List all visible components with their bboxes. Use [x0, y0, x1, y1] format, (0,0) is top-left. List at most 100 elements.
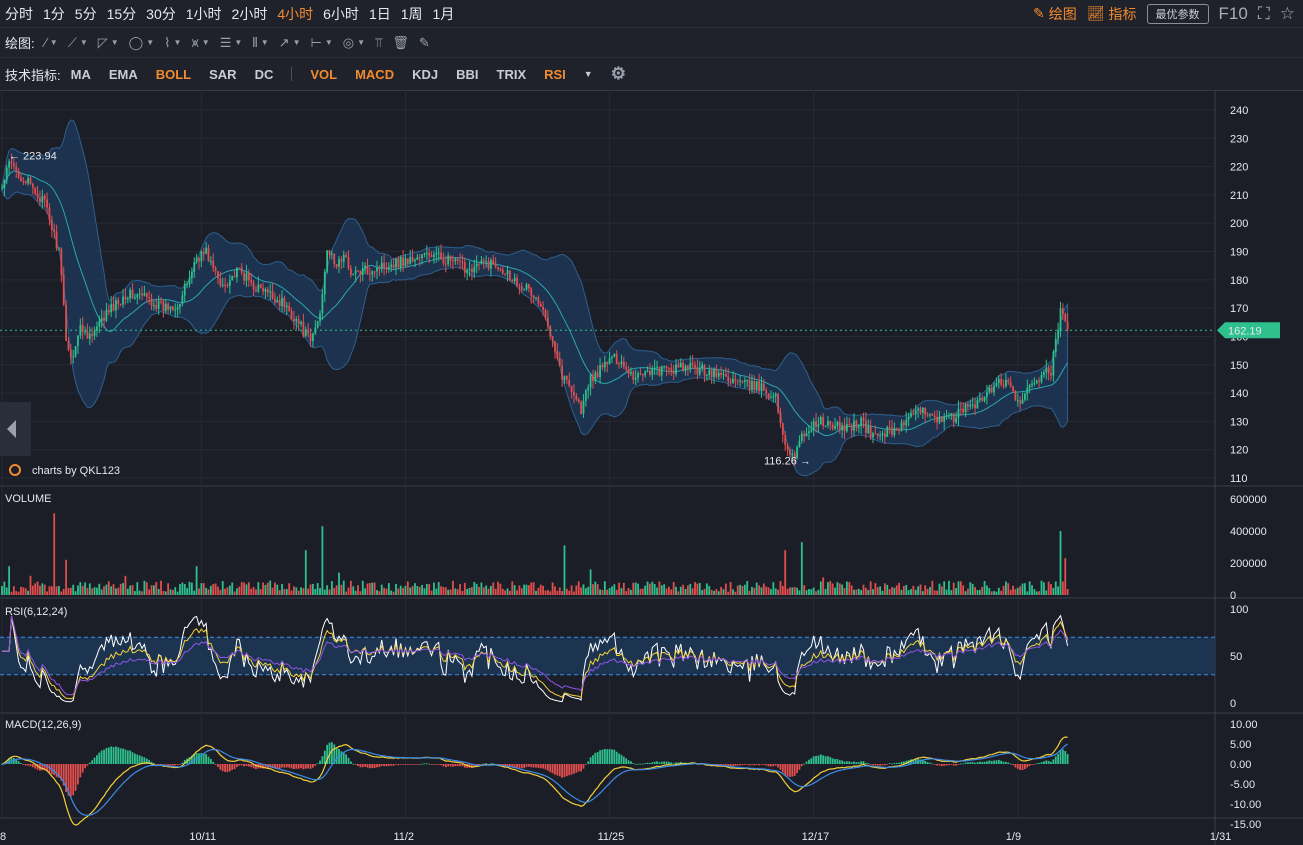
price-tick-label: 240	[1230, 105, 1248, 117]
candle	[48, 202, 51, 226]
line-tool-icon[interactable]: ⁄ ▼	[44, 35, 58, 50]
macd-bar	[767, 764, 770, 767]
indicator-boll[interactable]: BOLL	[155, 66, 192, 82]
volume-bar	[1042, 582, 1045, 595]
macd-bar	[31, 764, 34, 768]
chevron-down-icon[interactable]: ▼	[292, 38, 301, 47]
volume-bar	[838, 583, 841, 595]
indicator-trix[interactable]: TRIX	[496, 66, 527, 82]
candle	[997, 375, 1000, 389]
chevron-down-icon[interactable]: ▼	[173, 38, 182, 47]
period-button-1[interactable]: 1分	[43, 5, 65, 22]
period-button-5[interactable]: 1小时	[185, 5, 222, 22]
volume-bar	[309, 584, 312, 595]
trash-icon[interactable]: 🗑︎	[392, 34, 409, 50]
volume-bar	[784, 550, 787, 595]
fullscreen-icon[interactable]: ⛶	[1257, 3, 1270, 23]
volume-bar	[202, 583, 205, 595]
macd-bar	[345, 754, 348, 764]
indicator-vol[interactable]: VOL	[310, 66, 338, 82]
period-button-0[interactable]: 分时	[5, 5, 33, 22]
chevron-down-icon[interactable]: ▼	[260, 38, 269, 47]
chevron-down-icon[interactable]: ▼	[79, 38, 88, 47]
volume-bar	[945, 589, 948, 595]
wave-tool-icon[interactable]: ⌇ ▼	[164, 34, 182, 50]
measure-tool-icon[interactable]: ⊢ ▼	[310, 34, 333, 50]
candle	[701, 361, 704, 372]
period-button-3[interactable]: 15分	[106, 5, 137, 22]
volume-bar	[874, 583, 877, 595]
chevron-down-icon[interactable]: ▼	[49, 38, 58, 47]
chevron-down-icon[interactable]: ▼	[201, 38, 210, 47]
candle	[145, 292, 148, 303]
candle	[22, 177, 25, 186]
macd-bar	[174, 764, 177, 766]
arrow-tool-icon[interactable]: ↗ ▼	[278, 34, 301, 50]
candle	[933, 410, 936, 423]
candle	[269, 283, 272, 301]
candle	[698, 361, 701, 377]
trend-tool-icon[interactable]: ⟋ ▼	[67, 34, 88, 50]
indicator-bbi[interactable]: BBI	[456, 66, 479, 82]
volume-bar	[497, 581, 499, 595]
note-tool-icon[interactable]: ◎ ▼	[342, 34, 366, 50]
chevron-down-icon[interactable]: ▼	[357, 38, 366, 47]
candle	[582, 393, 585, 418]
pattern-tool-icon[interactable]: ⩙ ▼	[191, 34, 210, 50]
best-params-button[interactable]: 最优参数	[1146, 3, 1209, 24]
candle	[482, 257, 485, 270]
candle	[762, 378, 765, 392]
draw-toggle-button[interactable]: ✎ 绘图	[1033, 4, 1077, 24]
period-button-10[interactable]: 1周	[400, 5, 423, 22]
macd-bar	[618, 753, 620, 764]
period-button-7[interactable]: 4小时	[277, 5, 314, 22]
candle	[627, 365, 630, 378]
chevron-down-icon[interactable]: ▼	[146, 38, 155, 47]
indicator-kdj[interactable]: KDJ	[412, 66, 439, 82]
volume-bar	[134, 591, 136, 595]
star-icon[interactable]: ☆	[1279, 3, 1295, 23]
bars-tool-icon[interactable]: ⫪	[375, 34, 383, 50]
f10-button[interactable]: F10	[1218, 3, 1248, 23]
price-chart[interactable]: 1101201301401501601701801902002102202302…	[0, 90, 1303, 845]
period-button-11[interactable]: 1月	[432, 5, 455, 22]
brush-icon[interactable]: ✎	[418, 34, 430, 50]
channel-tool-icon[interactable]: ◸ ▼	[97, 34, 119, 50]
macd-bar	[88, 762, 91, 764]
period-button-9[interactable]: 1日	[368, 5, 391, 22]
indicator-rsi[interactable]: RSI	[544, 66, 566, 82]
fib-tool-icon[interactable]: ☰ ▼	[219, 34, 243, 50]
macd-bar	[848, 761, 851, 764]
gear-icon[interactable]: ⚙	[610, 64, 626, 83]
chevron-down-icon[interactable]: ▼	[324, 38, 333, 47]
macd-dea-line	[1, 743, 1068, 816]
chevron-down-icon[interactable]: ▼	[110, 38, 119, 47]
macd-bar	[321, 756, 324, 764]
candle	[456, 257, 459, 265]
period-button-4[interactable]: 30分	[146, 5, 176, 22]
candle	[777, 392, 779, 415]
indicator-toggle-button[interactable]: 📈︎ 指标	[1087, 4, 1137, 24]
period-button-8[interactable]: 6小时	[323, 5, 359, 22]
volume-bar	[781, 585, 784, 595]
macd-bar	[404, 764, 407, 765]
candle	[955, 412, 957, 425]
gann-tool-icon[interactable]: ⫴ ▼	[252, 34, 269, 50]
indicator-macd[interactable]: MACD	[355, 66, 395, 82]
indicator-dc[interactable]: DC	[254, 66, 274, 82]
indicator-sar[interactable]: SAR	[209, 66, 237, 82]
indicator-ma[interactable]: MA	[70, 66, 91, 82]
volume-bar	[632, 582, 635, 595]
volume-bar	[304, 550, 307, 595]
period-button-2[interactable]: 5分	[74, 5, 97, 22]
indicator-ema[interactable]: EMA	[108, 66, 138, 82]
macd-bar	[812, 756, 815, 764]
period-button-6[interactable]: 2小时	[231, 5, 268, 22]
volume-bar	[437, 582, 440, 595]
ellipse-tool-icon[interactable]: ◯ ▼	[128, 34, 155, 50]
more-indicators-icon[interactable]: ▼	[583, 69, 593, 79]
chevron-down-icon[interactable]: ▼	[234, 38, 243, 47]
volume-bar	[767, 587, 770, 595]
candle	[653, 359, 656, 376]
macd-bar	[658, 762, 661, 764]
